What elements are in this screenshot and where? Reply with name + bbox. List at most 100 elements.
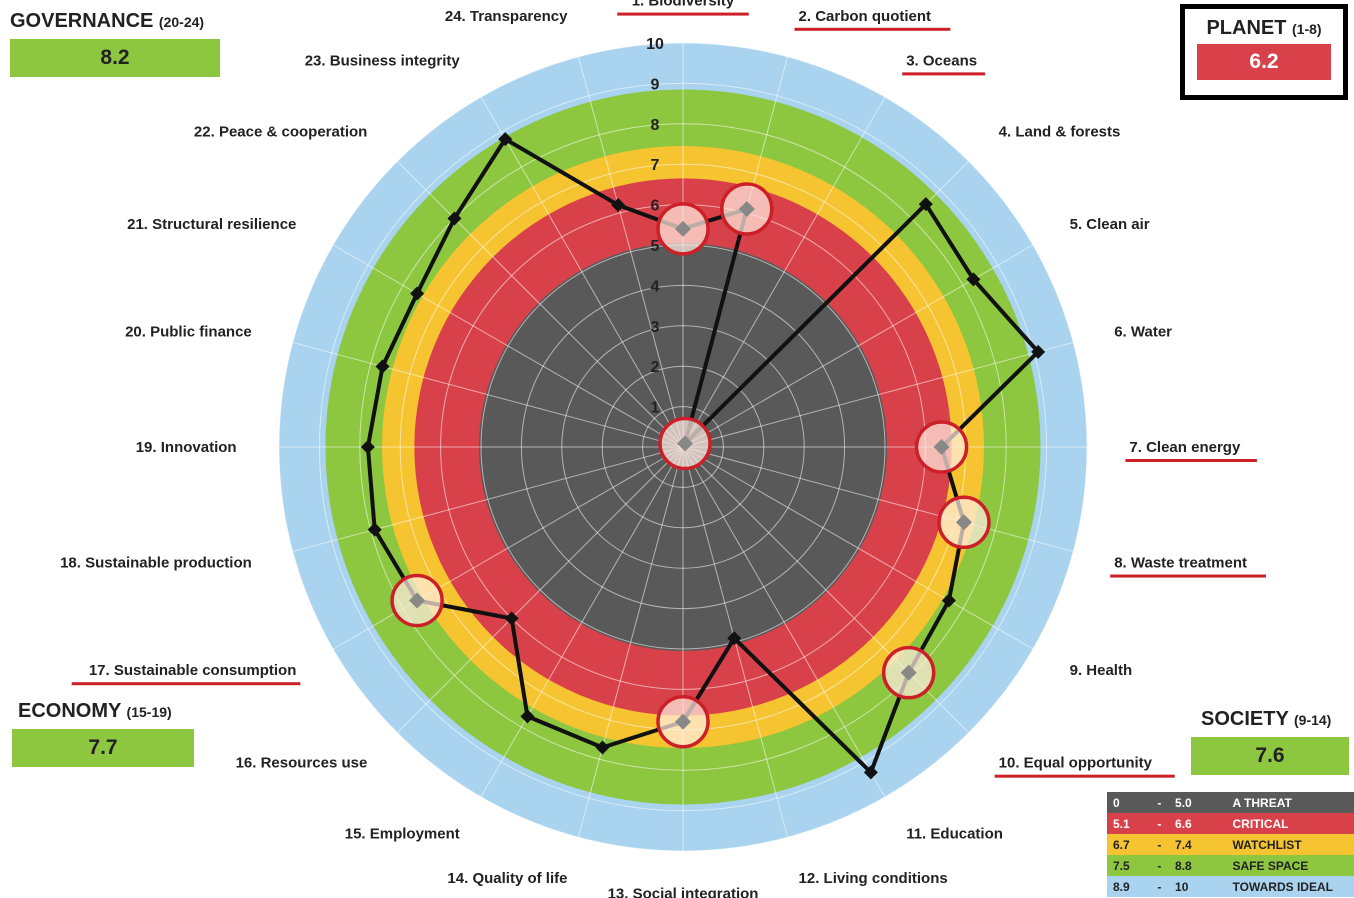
data-point-2 (738, 200, 755, 217)
grid-spoke-11 (682, 446, 886, 798)
data-point-18 (367, 522, 382, 537)
data-point-12 (727, 631, 742, 646)
data-point-4 (918, 197, 933, 212)
planet-title: PLANET (1206, 17, 1287, 39)
tick-label-1: 1 (651, 400, 660, 417)
data-point-16 (504, 611, 519, 626)
axis-label-17: 17. Sustainable consumption (89, 662, 297, 679)
grid-spoke-8 (682, 446, 1074, 553)
legend-separator: - (1157, 879, 1162, 894)
axis-label-1: 1. Biodiversity (632, 0, 735, 10)
planet-range: (1-8) (1292, 21, 1322, 37)
governance-panel: GOVERNANCE (20-24) 8.2 (10, 10, 220, 77)
axis-underline-2 (794, 27, 951, 31)
axis-underline-7 (1125, 459, 1257, 462)
economy-score: 7.7 (12, 729, 194, 767)
legend-from: 7.5 (1113, 858, 1130, 873)
grid-spoke-21 (332, 244, 684, 448)
axis-underline-3 (902, 72, 986, 76)
axis-label-22: 22. Peace & cooperation (194, 123, 367, 140)
grid-spoke-9 (682, 446, 1034, 650)
data-series (360, 132, 1046, 780)
legend-from: 6.7 (1113, 837, 1130, 852)
data-point-20 (375, 359, 390, 374)
legend-from: 5.1 (1113, 816, 1130, 831)
tick-label-5: 5 (651, 238, 660, 255)
axis-label-5: 5. Clean air (1070, 216, 1150, 233)
data-point-10 (900, 664, 917, 681)
axis-label-18: 18. Sustainable production (60, 555, 252, 572)
grid-spoke-15 (480, 446, 684, 798)
axis-label-16: 16. Resources use (236, 755, 368, 772)
data-point-3 (677, 435, 694, 452)
society-title: SOCIETY (1201, 708, 1289, 730)
legend-to: 6.6 (1175, 816, 1192, 831)
legend-row: 7.5 -8.8 SAFE SPACE (1107, 855, 1354, 876)
legend-row: 5.1 -6.6 CRITICAL (1107, 813, 1354, 834)
axis-label-13: 13. Social integration (608, 885, 759, 898)
planet-panel: PLANET (1-8) 6.2 (1180, 4, 1348, 100)
data-point-1 (675, 220, 691, 237)
society-panel: SOCIETY (9-14) 7.6 (1191, 708, 1349, 775)
data-point-8 (955, 514, 972, 531)
legend-table: 0-5.0 A THREAT 5.1-6.6 CRITICAL 6.7-7.4 WATCH… (1107, 792, 1354, 897)
tick-label-9: 9 (651, 76, 660, 93)
legend-to: 8.8 (1175, 858, 1192, 873)
legend-row: 8.9 -10 TOWARDS IDEAL (1107, 876, 1354, 897)
planet-score: 6.2 (1197, 44, 1331, 80)
governance-score: 8.2 (10, 39, 220, 77)
grid-spoke-20 (292, 341, 684, 448)
legend-from: 0 (1113, 795, 1120, 810)
axis-label-7: 7. Clean energy (1129, 439, 1241, 456)
legend-separator: - (1157, 837, 1162, 852)
grid-spoke-22 (396, 160, 684, 448)
data-point-11 (863, 765, 878, 780)
axis-label-9: 9. Health (1070, 662, 1133, 679)
axis-label-11: 11. Education (906, 826, 1003, 843)
axis-label-24: 24. Transparency (445, 8, 568, 25)
data-point-5 (966, 272, 981, 287)
axis-underline-17 (71, 682, 301, 686)
data-point-22 (447, 211, 462, 226)
tick-label-3: 3 (651, 319, 660, 336)
axis-label-6: 6. Water (1114, 323, 1172, 340)
economy-panel: ECONOMY (15-19) 7.7 (12, 700, 194, 767)
axis-underline-8 (1110, 574, 1267, 578)
grid-spoke-16 (396, 446, 684, 734)
axis-label-15: 15. Employment (345, 826, 460, 843)
grid-spoke-17 (332, 446, 684, 650)
axis-label-8: 8. Waste treatment (1114, 555, 1247, 572)
data-point-13 (675, 713, 691, 730)
society-score: 7.6 (1191, 737, 1349, 775)
tick-label-10: 10 (646, 36, 664, 53)
axis-underline-1 (617, 12, 749, 16)
data-point-19 (360, 440, 375, 454)
data-point-15 (520, 709, 535, 724)
axis-label-19: 19. Innovation (136, 439, 237, 456)
tick-label-7: 7 (651, 157, 660, 174)
legend-row: 0 -5.0 A THREAT (1107, 792, 1354, 813)
grid-spoke-14 (577, 446, 684, 838)
axis-labels: 1. Biodiversity 2. Carbon quotient 3. Ocea… (60, 0, 1267, 898)
grid-spoke-6 (682, 341, 1074, 448)
axis-underline-10 (994, 774, 1175, 778)
grid-spoke-24 (577, 56, 684, 448)
axis-label-2: 2. Carbon quotient (799, 8, 932, 25)
legend-separator: - (1157, 795, 1162, 810)
legend-label: SAFE SPACE (1232, 858, 1309, 873)
axis-label-21: 21. Structural resilience (127, 216, 296, 233)
data-point-9 (941, 593, 956, 608)
grid-spoke-18 (292, 446, 684, 553)
governance-title: GOVERNANCE (10, 10, 154, 32)
axis-label-20: 20. Public finance (125, 323, 252, 340)
grid-spoke-3 (682, 96, 886, 448)
grid-spoke-23 (480, 96, 684, 448)
economy-range: (15-19) (126, 704, 172, 720)
data-point-6 (1031, 344, 1046, 359)
axis-label-10: 10. Equal opportunity (999, 755, 1153, 772)
tick-label-6: 6 (651, 198, 660, 215)
data-point-14 (595, 740, 610, 755)
axis-label-12: 12. Living conditions (799, 870, 948, 887)
legend-label: A THREAT (1232, 795, 1292, 810)
